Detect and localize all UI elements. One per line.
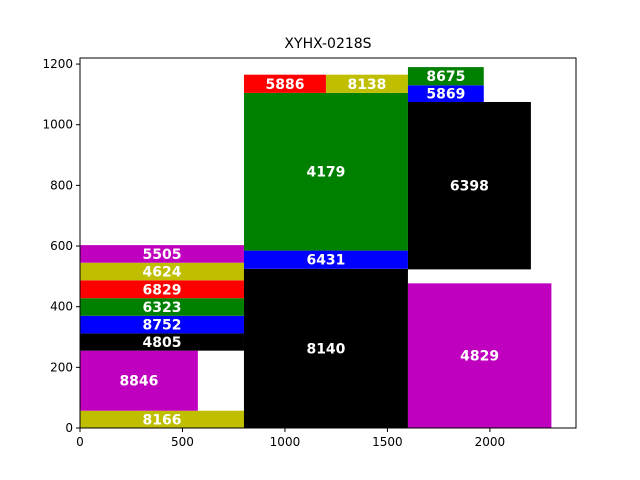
- treemap-label-6829: 6829: [142, 282, 181, 298]
- x-tick-label: 2000: [475, 435, 506, 449]
- treemap-label-5505: 5505: [142, 247, 181, 263]
- treemap-rect-5869: [407, 85, 484, 102]
- treemap-rect-5505: [80, 245, 244, 263]
- y-tick-label: 600: [50, 239, 73, 253]
- treemap-label-4829: 4829: [460, 349, 499, 365]
- treemap-rect-6323: [80, 298, 244, 316]
- treemap-rect-8166: [80, 410, 244, 428]
- x-tick-label: 500: [171, 435, 194, 449]
- treemap-rect-8675: [407, 67, 484, 86]
- y-tick-label: 800: [50, 178, 73, 192]
- x-tick-label: 0: [76, 435, 84, 449]
- y-tick-label: 1200: [42, 57, 73, 71]
- x-tick-label: 1500: [372, 435, 403, 449]
- y-tick-label: 1000: [42, 118, 73, 132]
- treemap-rect-6829: [80, 280, 244, 299]
- x-tick-label: 1000: [270, 435, 301, 449]
- y-tick-label: 200: [50, 360, 73, 374]
- treemap-label-4179: 4179: [306, 165, 345, 181]
- treemap-label-6323: 6323: [142, 300, 181, 316]
- treemap-label-6398: 6398: [450, 179, 489, 195]
- treemap-rect-8138: [325, 74, 408, 93]
- y-tick-label: 0: [65, 421, 73, 435]
- treemap-label-4805: 4805: [142, 335, 181, 351]
- treemap-label-6431: 6431: [306, 253, 345, 269]
- chart-title: XYHX-0218S: [284, 36, 371, 52]
- treemap-label-5886: 5886: [265, 77, 304, 93]
- y-tick-label: 400: [50, 300, 73, 314]
- treemap-rect-8846: [80, 350, 198, 411]
- treemap-rect-8140: [243, 268, 408, 428]
- treemap-label-4624: 4624: [142, 265, 181, 281]
- treemap-rect-4624: [80, 262, 244, 281]
- treemap-rect-6398: [407, 101, 531, 270]
- treemap-rect-5886: [243, 74, 326, 93]
- treemap-label-8846: 8846: [119, 374, 158, 390]
- treemap-label-8166: 8166: [142, 412, 181, 428]
- treemap-label-8138: 8138: [347, 77, 386, 93]
- treemap-label-8140: 8140: [306, 341, 345, 357]
- treemap-rect-8752: [80, 315, 244, 334]
- plot-frame: [79, 57, 577, 429]
- treemap-rect-6431: [243, 250, 408, 269]
- treemap-label-5869: 5869: [426, 87, 465, 103]
- treemap-rect-4805: [80, 333, 244, 351]
- treemap-label-8675: 8675: [426, 69, 465, 85]
- treemap-label-8752: 8752: [142, 318, 181, 334]
- axes-layer: 0 500 1000 1500 2000 0 200 400 600 800 1000 1200: [42, 57, 505, 449]
- treemap-rect-4179: [243, 92, 408, 251]
- treemap-rect-4829: [407, 283, 552, 428]
